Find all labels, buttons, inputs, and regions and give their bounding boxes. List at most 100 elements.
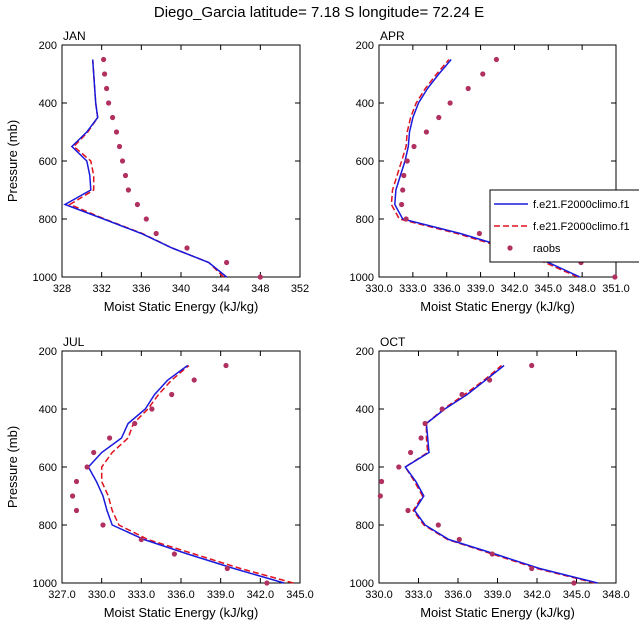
raobs-point: [404, 158, 410, 164]
raobs-point: [459, 391, 465, 398]
plot-frame: [61, 44, 301, 278]
raobs-point: [106, 100, 112, 106]
raobs-point: [493, 56, 499, 63]
y-tick-label: 800: [39, 520, 57, 532]
raobs-point: [102, 71, 108, 77]
series-line-solid: [63, 59, 228, 278]
raobs-point: [465, 85, 471, 92]
x-tick-label: 339.0: [467, 283, 495, 295]
x-axis-label: Moist Static Energy (kJ/kg): [104, 605, 259, 620]
raobs-point: [119, 158, 126, 164]
raobs-point: [143, 216, 149, 222]
x-tick-label: 330.0: [88, 589, 116, 601]
x-tick-label: 330.0: [365, 589, 393, 601]
raobs-point: [264, 580, 270, 586]
raobs-point: [487, 377, 493, 383]
legend-label: f.e21.F2000climo.f1: [533, 199, 630, 211]
raobs-point: [401, 172, 407, 179]
y-tick-label: 400: [39, 404, 57, 416]
raobs-point: [138, 536, 144, 543]
x-tick-label: 351.0: [602, 283, 630, 295]
raobs-point: [439, 406, 445, 412]
plot-frame: [61, 350, 301, 584]
raobs-point: [223, 362, 229, 369]
raobs-point: [104, 85, 110, 92]
x-tick-label: 340: [172, 283, 190, 295]
y-tick-label: 600: [39, 156, 57, 168]
raobs-point: [379, 478, 385, 485]
y-tick-label: 200: [39, 346, 57, 358]
x-tick-label: 352: [291, 283, 309, 295]
raobs-point: [122, 172, 129, 179]
x-tick-label: 336: [132, 283, 150, 295]
x-tick-label: 345.0: [286, 589, 314, 601]
series-line-dashed: [404, 364, 596, 584]
x-tick-label: 332: [92, 283, 110, 295]
raobs-point: [184, 245, 190, 251]
raobs-point: [612, 274, 618, 280]
series-line-solid: [404, 364, 598, 584]
series-line-solid: [87, 364, 285, 584]
y-tick-label: 800: [356, 520, 374, 532]
raobs-point: [73, 507, 80, 514]
raobs-point: [456, 536, 462, 543]
panel-oct: 330.0 333.0 336.0 339.0 342.0 345.0 348.0 200 40…: [350, 335, 630, 620]
y-tick-label: 800: [39, 214, 57, 226]
raobs-point: [396, 464, 402, 470]
raobs-point: [422, 420, 428, 427]
x-tick-label: 345.0: [563, 589, 591, 601]
raobs-point: [84, 464, 90, 470]
x-tick-label: 328: [53, 283, 71, 295]
y-axis-label: Pressure (mb): [5, 120, 20, 202]
raobs-point: [110, 114, 116, 121]
raobs-point: [153, 230, 159, 237]
series-line-dashed: [390, 59, 578, 278]
x-tick-label: 348: [251, 283, 269, 295]
legend-label: f.e21.F2000climo.f1: [533, 221, 630, 233]
x-axis-label: Moist Static Energy (kJ/kg): [104, 299, 259, 314]
y-tick-label: 800: [356, 214, 374, 226]
y-tick-label: 600: [356, 156, 374, 168]
raobs-point: [73, 478, 80, 485]
y-tick-label: 200: [356, 40, 374, 52]
x-tick-label: 342.0: [523, 589, 551, 601]
x-tick-label: 330.0: [365, 283, 393, 295]
raobs-point: [70, 493, 76, 499]
raobs-point: [191, 377, 197, 383]
raobs-point: [257, 274, 263, 280]
legend: f.e21.F2000climo.f1 f.e21.F2000climo.f1 ra…: [489, 189, 639, 263]
raobs-point: [571, 580, 577, 586]
x-axis-label: Moist Static Energy (kJ/kg): [420, 605, 575, 620]
raobs-point: [423, 129, 429, 135]
y-tick-label: 600: [356, 462, 374, 474]
raobs-point: [476, 230, 482, 237]
y-tick-label: 1000: [33, 578, 57, 590]
raobs-point: [91, 449, 97, 456]
y-tick-label: 400: [356, 98, 374, 110]
series-line-dashed: [100, 364, 294, 584]
x-tick-label: 344: [211, 283, 229, 295]
x-tick-label: 333.0: [128, 589, 156, 601]
raobs-point: [224, 565, 230, 572]
raobs-point: [169, 391, 175, 398]
x-tick-label: 339.0: [484, 589, 512, 601]
raobs-point: [377, 493, 383, 499]
y-axis-label: Pressure (mb): [5, 426, 20, 508]
panel-jan: 328 332 336 340 344 348 352 200 400 600 800 1000 JAN…: [5, 29, 309, 314]
x-tick-label: 348.0: [602, 589, 630, 601]
raobs-point: [403, 216, 409, 222]
plot-frame: [378, 350, 617, 584]
raobs-point: [480, 71, 486, 77]
raobs-point: [101, 56, 107, 63]
raobs-point: [529, 362, 535, 369]
series-line-dashed: [68, 59, 225, 278]
raobs-point: [405, 507, 411, 514]
y-tick-label: 1000: [350, 578, 374, 590]
raobs-point: [171, 551, 177, 557]
raobs-point: [435, 522, 441, 528]
panel-jul: 327.0 330.0 333.0 336.0 339.0 342.0 345.0 200 40…: [5, 335, 314, 620]
x-tick-label: 342.0: [247, 589, 275, 601]
raobs-point: [132, 420, 138, 427]
x-tick-label: 333.0: [405, 589, 433, 601]
x-tick-label: 348.0: [568, 283, 596, 295]
